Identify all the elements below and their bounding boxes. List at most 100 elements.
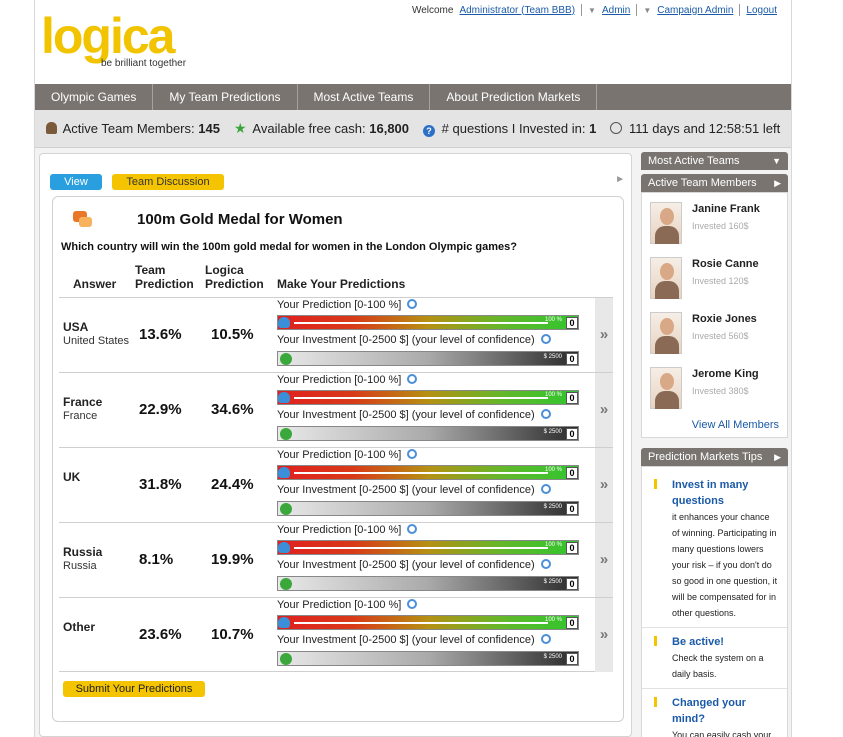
- submit-predictions-button[interactable]: Submit Your Predictions: [63, 681, 205, 697]
- logout-link[interactable]: Logout: [746, 4, 777, 16]
- investment-slider[interactable]: $ 2500 0: [277, 576, 579, 591]
- tips-header[interactable]: Prediction Markets Tips ▶: [641, 448, 788, 466]
- dropdown-triangle-icon: ▼: [643, 5, 652, 15]
- help-icon[interactable]: [540, 409, 551, 419]
- member-invested: Invested 160$: [692, 221, 749, 231]
- prediction-label: Your Prediction [0-100 %]: [277, 299, 418, 311]
- row-arrow-icon[interactable]: »: [595, 373, 613, 447]
- answer-name: UK: [63, 470, 81, 484]
- investment-value[interactable]: 0: [566, 353, 578, 365]
- investment-value[interactable]: 0: [566, 578, 578, 590]
- header: logica be brilliant together Welcome Adm…: [35, 0, 791, 84]
- dollar-coin-icon[interactable]: [280, 353, 292, 365]
- logica-prediction: 34.6%: [211, 401, 254, 418]
- avatar: [650, 202, 682, 244]
- members-list: Janine Frank Invested 160$ Rosie Canne I…: [641, 192, 788, 438]
- investment-slider[interactable]: $ 2500 0: [277, 351, 579, 366]
- prediction-slider[interactable]: 100 % 0: [277, 465, 579, 480]
- answer-subname: France: [63, 410, 98, 422]
- slider-handle[interactable]: [278, 392, 290, 403]
- prediction-label-text: Your Prediction [0-100 %]: [277, 374, 402, 386]
- nav-olympic-games[interactable]: Olympic Games: [35, 84, 154, 110]
- dollar-coin-icon[interactable]: [280, 428, 292, 440]
- bullet-icon: [654, 479, 657, 489]
- prediction-value[interactable]: 0: [566, 617, 578, 629]
- row-arrow-icon[interactable]: »: [595, 448, 613, 522]
- dollar-coin-icon[interactable]: [280, 578, 292, 590]
- slider-handle[interactable]: [278, 542, 290, 553]
- member-item[interactable]: Roxie Jones Invested 560$: [642, 303, 787, 358]
- help-icon[interactable]: [407, 599, 418, 609]
- prediction-slider[interactable]: 100 % 0: [277, 390, 579, 405]
- campaign-admin-link[interactable]: Campaign Admin: [657, 4, 734, 16]
- dollar-coin-icon[interactable]: [280, 653, 292, 665]
- row-arrow-icon[interactable]: »: [595, 298, 613, 372]
- investment-value[interactable]: 0: [566, 653, 578, 665]
- question-icon: ?: [423, 124, 436, 137]
- investment-slider[interactable]: $ 2500 0: [277, 501, 579, 516]
- dollar-coin-icon[interactable]: [280, 503, 292, 515]
- investment-value[interactable]: 0: [566, 428, 578, 440]
- help-icon[interactable]: [540, 484, 551, 494]
- clock-icon: [610, 122, 623, 134]
- slider-max-label: $ 2500: [543, 579, 562, 585]
- prediction-value[interactable]: 0: [566, 392, 578, 404]
- view-all-members-link[interactable]: View All Members: [691, 419, 779, 431]
- tab-view[interactable]: View: [50, 174, 102, 190]
- answer-row: UK 31.8% 24.4% Your Prediction [0-100 %]…: [59, 447, 613, 522]
- dropdown-triangle-icon: ▼: [588, 5, 596, 15]
- member-item[interactable]: Janine Frank Invested 160$: [642, 193, 787, 248]
- prediction-value[interactable]: 0: [566, 467, 578, 479]
- answer-name: Russia: [63, 545, 103, 559]
- help-icon[interactable]: [540, 559, 551, 569]
- investment-slider[interactable]: $ 2500 0: [277, 426, 579, 441]
- prediction-slider[interactable]: 100 % 0: [277, 315, 579, 330]
- tip-item: Invest in many questions it enhances you…: [642, 471, 787, 628]
- help-icon[interactable]: [407, 449, 418, 459]
- member-item[interactable]: Jerome King Invested 380$: [642, 358, 787, 413]
- member-name: Roxie Jones: [692, 313, 757, 325]
- divider: [636, 4, 638, 16]
- row-arrow-icon[interactable]: »: [595, 598, 613, 672]
- slider-max-label: $ 2500: [543, 429, 562, 435]
- prediction-controls: Your Prediction [0-100 %] 100 % 0 Your I…: [277, 598, 595, 672]
- tip-item: Be active! Check the system on a daily b…: [642, 628, 787, 689]
- nav-my-team-predictions[interactable]: My Team Predictions: [153, 84, 298, 110]
- right-arrow-icon[interactable]: ►: [615, 174, 625, 185]
- prediction-slider[interactable]: 100 % 0: [277, 615, 579, 630]
- investment-value[interactable]: 0: [566, 503, 578, 515]
- nav-most-active-teams[interactable]: Most Active Teams: [298, 84, 431, 110]
- col-logica-line1: Logica: [205, 263, 244, 277]
- investment-slider[interactable]: $ 2500 0: [277, 651, 579, 666]
- prediction-label: Your Prediction [0-100 %]: [277, 524, 418, 536]
- help-icon[interactable]: [540, 334, 551, 344]
- help-icon[interactable]: [540, 634, 551, 644]
- logica-prediction: 10.7%: [211, 626, 254, 643]
- prediction-value[interactable]: 0: [566, 317, 578, 329]
- member-item[interactable]: Rosie Canne Invested 120$: [642, 248, 787, 303]
- slider-handle[interactable]: [278, 617, 290, 628]
- tab-team-discussion[interactable]: Team Discussion: [112, 174, 224, 190]
- divider: [739, 4, 741, 16]
- prediction-label: Your Prediction [0-100 %]: [277, 374, 418, 386]
- admin-link[interactable]: Admin: [601, 4, 631, 16]
- user-link[interactable]: Administrator (Team BBB): [459, 4, 576, 16]
- prediction-value[interactable]: 0: [566, 542, 578, 554]
- divider: [581, 4, 583, 16]
- row-arrow-icon[interactable]: »: [595, 523, 613, 597]
- member-name: Rosie Canne: [692, 258, 759, 270]
- help-icon[interactable]: [407, 524, 418, 534]
- help-icon[interactable]: [407, 299, 418, 309]
- active-members-header[interactable]: Active Team Members ▶: [641, 174, 788, 192]
- answers-list: USA United States 13.6% 10.5% Your Predi…: [59, 297, 613, 672]
- most-active-teams-header[interactable]: Most Active Teams ▼: [641, 152, 788, 170]
- team-prediction: 23.6%: [139, 626, 182, 643]
- nav-about-prediction-markets[interactable]: About Prediction Markets: [430, 84, 598, 110]
- slider-max-label: 100 %: [544, 467, 562, 473]
- question-title: 100m Gold Medal for Women: [137, 211, 343, 228]
- prediction-slider[interactable]: 100 % 0: [277, 540, 579, 555]
- logo-tagline: be brilliant together: [101, 58, 187, 69]
- help-icon[interactable]: [407, 374, 418, 384]
- slider-handle[interactable]: [278, 467, 290, 478]
- slider-handle[interactable]: [278, 317, 290, 328]
